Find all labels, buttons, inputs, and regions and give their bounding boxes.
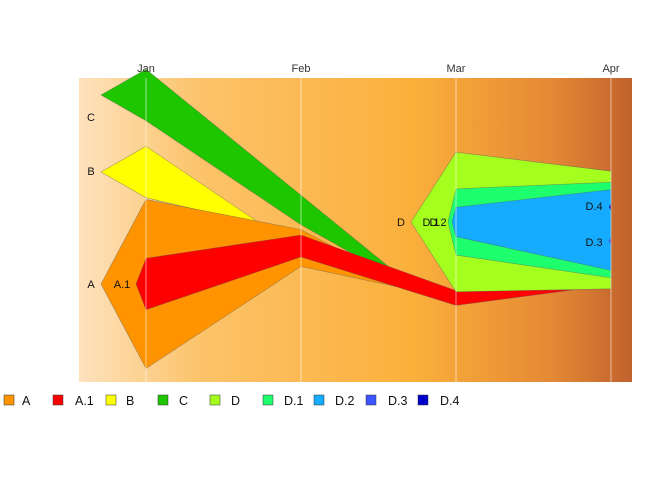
stream-label-a: A bbox=[87, 279, 95, 291]
stream-label-d-3: D.3 bbox=[585, 237, 602, 249]
legend-label-c: C bbox=[179, 394, 188, 408]
x-tick-label-mar: Mar bbox=[447, 63, 466, 75]
stream-label-d-2: D.2 bbox=[429, 217, 446, 229]
legend: A A.1 B C D D.1 D.2 D.3 D.4 bbox=[3, 394, 460, 408]
legend-label-d-2: D.2 bbox=[335, 394, 355, 408]
x-tick-label-jan: Jan bbox=[137, 63, 155, 75]
legend-swatch-d-1 bbox=[262, 394, 274, 406]
x-tick-label-apr: Apr bbox=[602, 63, 619, 75]
legend-label-a: A bbox=[22, 394, 31, 408]
legend-swatch-d-4 bbox=[417, 394, 429, 406]
legend-label-a-1: A.1 bbox=[75, 394, 94, 408]
stream-label-c: C bbox=[87, 112, 95, 124]
legend-swatch-a-1 bbox=[52, 394, 64, 406]
stream-label-d-1: D.1 bbox=[422, 217, 439, 229]
legend-swatch-c bbox=[157, 394, 169, 406]
legend-label-d: D bbox=[231, 394, 240, 408]
legend-swatch-d-3 bbox=[365, 394, 377, 406]
stream-label-d-4: D.4 bbox=[585, 201, 602, 213]
stream-labels: C B A A.1 D D.1D.2 D.3 D.4 bbox=[87, 112, 603, 291]
grid-lines bbox=[145, 78, 612, 382]
legend-swatch-d bbox=[209, 394, 221, 406]
stream-areas bbox=[100, 68, 612, 369]
stream-label-d: D bbox=[397, 217, 405, 229]
legend-swatch-a bbox=[3, 394, 15, 406]
legend-label-d-3: D.3 bbox=[388, 394, 408, 408]
legend-label-d-1: D.1 bbox=[284, 394, 304, 408]
x-axis-ticks: Jan Feb Mar Apr bbox=[137, 63, 620, 75]
stream-label-a-1: A.1 bbox=[114, 279, 131, 291]
legend-swatch-d-2 bbox=[313, 394, 325, 406]
stream-label-b: B bbox=[87, 166, 94, 178]
legend-label-d-4: D.4 bbox=[440, 394, 460, 408]
x-tick-label-feb: Feb bbox=[292, 63, 311, 75]
legend-label-b: B bbox=[126, 394, 134, 408]
legend-swatch-b bbox=[105, 394, 117, 406]
